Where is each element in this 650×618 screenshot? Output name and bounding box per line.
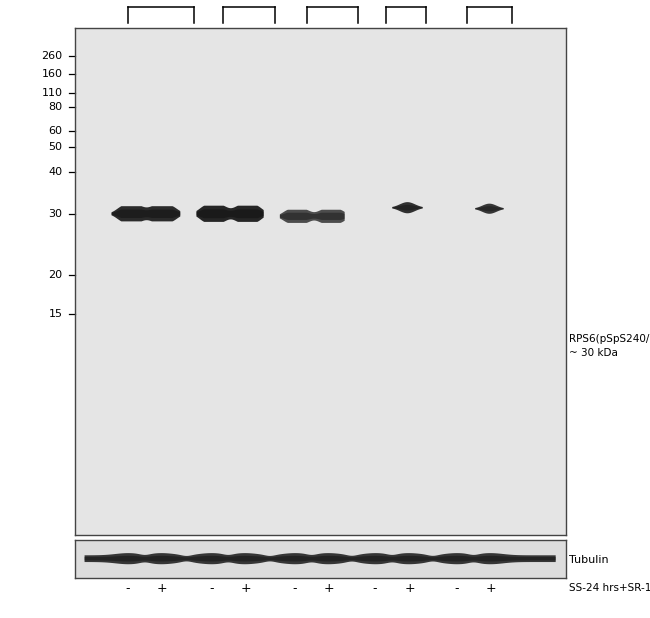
Text: -: - (209, 582, 213, 595)
Text: +: + (404, 582, 415, 595)
Polygon shape (112, 210, 180, 218)
Polygon shape (112, 206, 180, 221)
Polygon shape (196, 206, 264, 222)
Polygon shape (280, 210, 344, 223)
Text: +: + (157, 582, 168, 595)
Text: 160: 160 (42, 69, 62, 80)
Polygon shape (392, 205, 422, 211)
Text: -: - (454, 582, 459, 595)
Polygon shape (475, 204, 504, 214)
Text: RPS6(pSpS240/244)
~ 30 kDa: RPS6(pSpS240/244) ~ 30 kDa (569, 334, 650, 358)
Polygon shape (84, 553, 556, 564)
Text: 20: 20 (48, 270, 62, 280)
Text: -: - (125, 582, 130, 595)
Text: 110: 110 (42, 88, 62, 98)
Polygon shape (392, 202, 422, 213)
Text: 30: 30 (49, 209, 62, 219)
Text: 50: 50 (49, 142, 62, 152)
Text: 80: 80 (48, 103, 62, 112)
Polygon shape (84, 556, 556, 561)
Text: 15: 15 (49, 308, 62, 319)
Text: -: - (292, 582, 297, 595)
Text: +: + (240, 582, 251, 595)
Text: SS-24 hrs+SR-1hrs: SS-24 hrs+SR-1hrs (569, 583, 650, 593)
Text: +: + (486, 582, 496, 595)
Polygon shape (475, 206, 504, 211)
Polygon shape (196, 210, 264, 218)
Text: -: - (373, 582, 378, 595)
Text: +: + (324, 582, 334, 595)
Text: Tubulin: Tubulin (569, 555, 608, 565)
Text: 260: 260 (42, 51, 62, 61)
Text: 60: 60 (49, 126, 62, 136)
Polygon shape (280, 213, 344, 220)
Text: 40: 40 (48, 167, 62, 177)
